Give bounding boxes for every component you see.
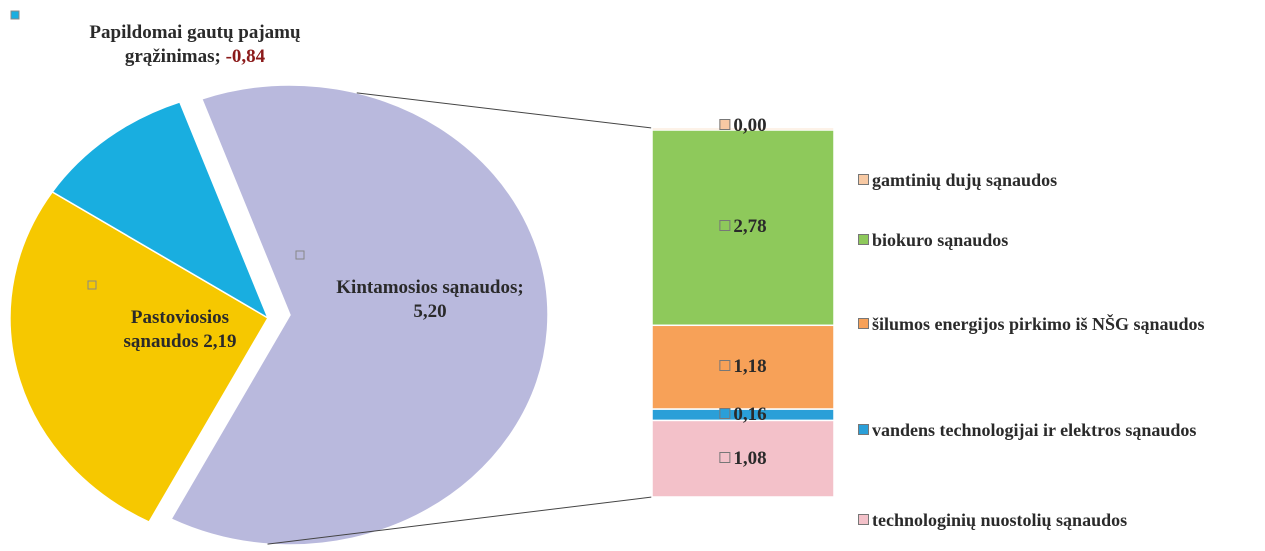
connector — [267, 496, 653, 545]
legend-swatch — [719, 219, 731, 231]
legend-entry: biokuro sąnaudos — [858, 228, 1258, 253]
slice-label: Kintamosios sąnaudos; 5,20 — [335, 276, 525, 324]
slice-value: -0,84 — [225, 46, 266, 67]
connector — [356, 92, 653, 129]
data-label-text: 0,16 — [733, 403, 767, 425]
data-label: 1,08 — [719, 447, 767, 471]
slice-name: Papildomai gautų pajamų grąžinimas; — [89, 22, 301, 67]
data-label-text: 1,18 — [733, 356, 767, 378]
slice-value: 2,19 — [203, 331, 237, 352]
data-label: 0,00 — [719, 114, 767, 138]
pie-slice — [9, 190, 270, 524]
legend-entry: technologinių nuostolių sąnaudos — [858, 508, 1258, 533]
slice-name: Kintamosios sąnaudos; — [336, 277, 524, 298]
legend-label: technologinių nuostolių sąnaudos — [872, 510, 1128, 530]
slice-label: Pastoviosios sąnaudos 2,19 — [110, 306, 250, 354]
pie-slice — [169, 84, 549, 546]
legend-label: šilumos energijos pirkimo iš NŠG sąnaudo… — [872, 314, 1205, 334]
legend-swatch — [719, 451, 731, 463]
legend-swatch — [858, 174, 869, 185]
legend-swatch — [858, 514, 869, 525]
data-label-text: 2,78 — [733, 215, 767, 237]
data-label: 0,16 — [719, 403, 767, 427]
legend-entry: šilumos energijos pirkimo iš NŠG sąnaudo… — [858, 312, 1258, 337]
bar-segment — [651, 127, 835, 131]
bar-segment — [651, 324, 835, 410]
legend-entry: gamtinių dujų sąnaudos — [858, 168, 1258, 193]
label-marker — [295, 250, 305, 260]
legend-swatch — [858, 318, 869, 329]
data-label: 2,78 — [719, 215, 767, 239]
pie-slice — [51, 100, 270, 320]
legend-entry: vandens technologijai ir elektros sąnaud… — [858, 418, 1258, 443]
slice-value: 5,20 — [413, 301, 447, 322]
legend-swatch — [719, 119, 731, 130]
legend-label: vandens technologijai ir elektros sąnaud… — [872, 420, 1197, 440]
data-label-text: 0,00 — [733, 115, 767, 136]
legend-label: gamtinių dujų sąnaudos — [872, 170, 1058, 190]
legend-swatch — [719, 407, 731, 419]
legend-swatch — [719, 360, 731, 372]
legend-swatch — [858, 234, 869, 245]
label-marker — [87, 280, 97, 290]
legend-swatch — [858, 424, 869, 435]
slice-label: Papildomai gautų pajamų grąžinimas; -0,8… — [55, 21, 335, 69]
label-marker — [10, 10, 20, 20]
legend-label: biokuro sąnaudos — [872, 230, 1009, 250]
slice-name: Pastoviosios sąnaudos — [123, 307, 230, 352]
data-label: 1,18 — [719, 355, 767, 379]
data-label-text: 1,08 — [733, 447, 767, 469]
